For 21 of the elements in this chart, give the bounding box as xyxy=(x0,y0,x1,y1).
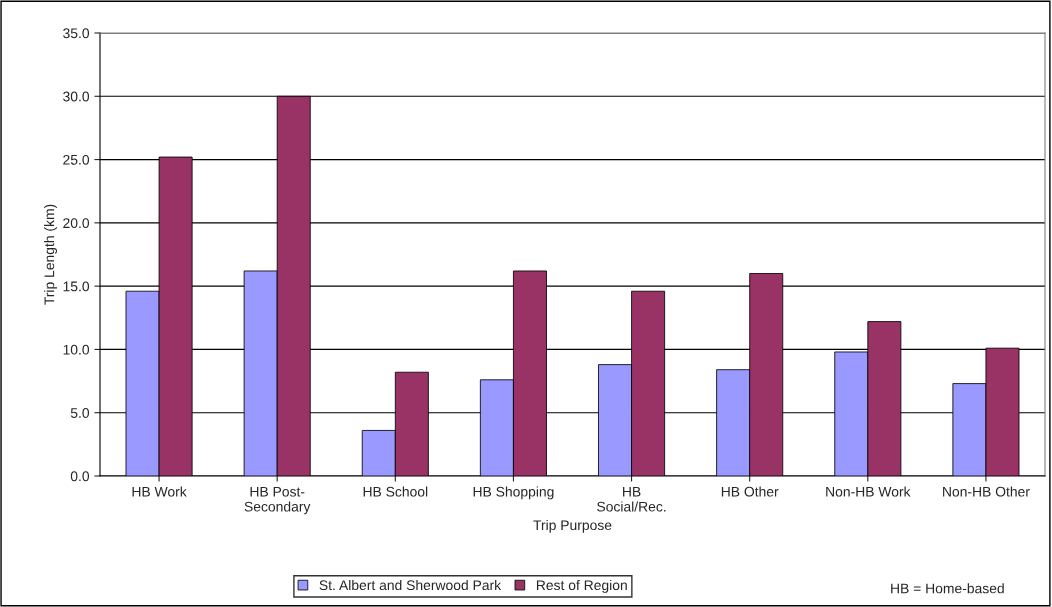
x-tick-label: Non-HB Work xyxy=(826,486,911,497)
y-axis-title: Trip Length (km) xyxy=(44,204,57,305)
x-tick-label: HB Shopping xyxy=(473,486,554,500)
y-tick-label: 10.0 xyxy=(63,344,90,355)
x-axis-title: Trip Purpose xyxy=(533,519,612,533)
y-tick-label: 0.0 xyxy=(70,471,90,482)
x-tick-label: HB Post- Secondary xyxy=(244,486,311,515)
legend-label: Rest of Region xyxy=(536,579,627,593)
x-tick-label: HB Social/Rec. xyxy=(597,486,666,512)
text: HB = Home-based xyxy=(891,583,1004,594)
x-tick-label: HB Other xyxy=(721,486,779,497)
x-tick-label: Non-HB Other xyxy=(943,486,1030,497)
y-tick-label: 5.0 xyxy=(70,408,90,418)
x-tick-label: HB Work xyxy=(132,486,187,497)
y-tick-label: 15.0 xyxy=(63,281,90,292)
y-tick-label: 25.0 xyxy=(63,154,90,165)
y-tick-label: 20.0 xyxy=(63,218,90,229)
y-tick-label: 35.0 xyxy=(63,28,90,39)
legend-label: St. Albert and Sherwood Park xyxy=(319,579,502,591)
y-tick-label: 30.0 xyxy=(63,91,90,102)
x-tick-label: HB School xyxy=(363,486,428,497)
